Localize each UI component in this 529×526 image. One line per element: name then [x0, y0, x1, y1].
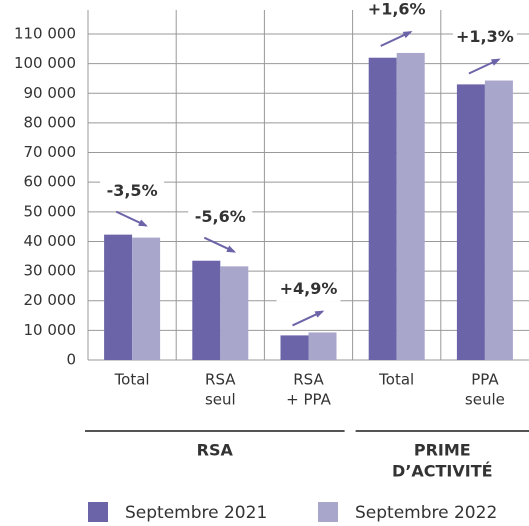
y-tick-label: 110 000	[14, 25, 76, 43]
legend-swatch	[88, 502, 108, 522]
y-tick-label: 0	[66, 351, 76, 369]
group-label: PRIME	[414, 441, 471, 460]
x-tick-label: RSA	[205, 371, 236, 389]
bar	[132, 237, 161, 360]
arrow-head	[314, 310, 325, 318]
annotation: -5,6%	[195, 207, 246, 226]
bar	[308, 332, 337, 360]
group-label: RSA	[197, 441, 234, 460]
y-tick-label: 70 000	[24, 143, 77, 161]
x-tick-label: seule	[465, 391, 505, 409]
bar	[280, 335, 309, 360]
annotation: +4,9%	[280, 279, 338, 298]
y-tick-label: 40 000	[24, 232, 77, 250]
x-tick-label: Total	[114, 371, 150, 389]
annotation-bg	[188, 205, 253, 230]
arrow-head	[138, 219, 148, 227]
annotation-bg	[364, 0, 429, 22]
bar	[484, 80, 513, 361]
x-tick-label: Total	[378, 371, 414, 389]
x-tick-label: seul	[205, 391, 236, 409]
y-tick-label: 50 000	[24, 202, 77, 220]
y-tick-label: 20 000	[24, 291, 77, 309]
arrow-head	[226, 245, 237, 253]
group-label: D’ACTIVITÉ	[392, 462, 493, 481]
y-tick-label: 60 000	[24, 173, 77, 191]
legend-label: Septembre 2021	[125, 503, 267, 522]
annotation-bg	[100, 179, 165, 204]
y-tick-label: 100 000	[14, 54, 76, 72]
x-tick-label: RSA	[293, 371, 324, 389]
legend-swatch	[318, 502, 338, 522]
y-tick-label: 30 000	[24, 262, 77, 280]
arrow-head	[490, 58, 501, 66]
annotation: +1,6%	[368, 0, 426, 18]
legend-label: Septembre 2022	[355, 503, 497, 522]
y-tick-label: 90 000	[24, 84, 77, 102]
annotation: -3,5%	[107, 181, 158, 200]
bar	[396, 52, 425, 360]
bar	[104, 234, 133, 360]
y-tick-label: 80 000	[24, 113, 77, 131]
annotation-bg	[276, 277, 341, 302]
bar	[456, 84, 485, 360]
y-tick-label: 10 000	[24, 321, 77, 339]
arrow-head	[402, 31, 413, 39]
bar	[368, 57, 397, 360]
x-tick-label: PPA	[471, 371, 499, 389]
x-tick-label: + PPA	[286, 391, 331, 409]
annotation-bg	[452, 25, 517, 50]
bar	[220, 266, 249, 360]
annotation: +1,3%	[456, 27, 514, 46]
bar	[192, 260, 221, 360]
